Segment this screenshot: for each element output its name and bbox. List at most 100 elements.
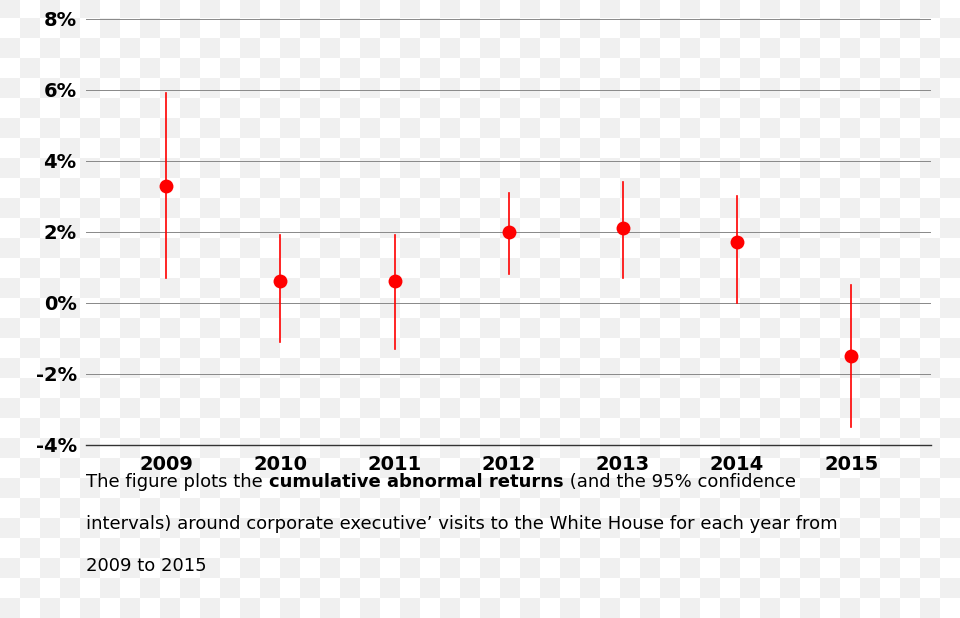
Bar <box>900 238 920 258</box>
Bar <box>740 398 760 418</box>
Bar <box>180 0 200 18</box>
Bar <box>940 118 960 138</box>
Bar <box>580 198 600 218</box>
Bar <box>540 278 560 298</box>
Bar <box>440 118 460 138</box>
Bar <box>220 258 240 278</box>
Bar <box>160 98 180 118</box>
Bar <box>840 538 860 558</box>
Bar <box>400 158 420 178</box>
Bar <box>220 518 240 538</box>
Bar <box>300 138 320 158</box>
Bar <box>160 478 180 498</box>
Bar <box>200 18 220 38</box>
Bar <box>140 458 160 478</box>
Bar <box>20 238 40 258</box>
Bar <box>940 198 960 218</box>
Bar <box>200 338 220 358</box>
Bar <box>900 238 920 258</box>
Bar <box>340 398 360 418</box>
Bar <box>820 198 840 218</box>
Bar <box>900 198 920 218</box>
Bar <box>560 18 580 38</box>
Bar <box>280 198 300 218</box>
Bar <box>800 538 820 558</box>
Bar <box>460 38 480 58</box>
Bar <box>840 578 860 598</box>
Bar <box>140 98 160 118</box>
Bar <box>620 418 640 438</box>
Bar <box>160 598 180 618</box>
Bar <box>320 238 340 258</box>
Bar <box>100 418 120 438</box>
Bar <box>820 138 840 158</box>
Bar <box>220 598 240 618</box>
Bar <box>940 158 960 178</box>
Bar <box>760 78 780 98</box>
Bar <box>240 298 260 318</box>
Bar <box>440 418 460 438</box>
Bar <box>300 278 320 298</box>
Bar <box>840 78 860 98</box>
Bar <box>60 358 80 378</box>
Bar <box>460 238 480 258</box>
Bar <box>720 318 740 338</box>
Bar <box>320 398 340 418</box>
Bar <box>920 138 940 158</box>
Bar <box>340 58 360 78</box>
Bar <box>740 318 760 338</box>
Bar <box>700 38 720 58</box>
Bar <box>800 118 820 138</box>
Bar <box>780 218 800 238</box>
Bar <box>720 138 740 158</box>
Bar <box>140 538 160 558</box>
Bar <box>420 178 440 198</box>
Bar <box>560 298 580 318</box>
Bar <box>440 98 460 118</box>
Bar <box>240 378 260 398</box>
Bar <box>160 298 180 318</box>
Bar <box>440 438 460 458</box>
Bar <box>600 78 620 98</box>
Bar <box>160 538 180 558</box>
Bar <box>580 278 600 298</box>
Bar <box>260 218 280 238</box>
Text: (and the 95% confidence: (and the 95% confidence <box>564 473 796 491</box>
Bar <box>480 458 500 478</box>
Bar <box>700 278 720 298</box>
Bar <box>840 278 860 298</box>
Bar <box>420 358 440 378</box>
Bar <box>380 38 400 58</box>
Bar <box>220 278 240 298</box>
Bar <box>540 98 560 118</box>
Bar <box>660 118 680 138</box>
Bar <box>500 378 520 398</box>
Bar <box>740 358 760 378</box>
Bar <box>440 358 460 378</box>
Bar <box>400 138 420 158</box>
Bar <box>420 378 440 398</box>
Bar <box>580 0 600 18</box>
Bar <box>500 398 520 418</box>
Bar <box>860 338 880 358</box>
Bar <box>240 498 260 518</box>
Bar <box>400 0 420 18</box>
Bar <box>700 438 720 458</box>
Bar <box>820 178 840 198</box>
Bar <box>520 278 540 298</box>
Bar <box>100 338 120 358</box>
Bar <box>860 98 880 118</box>
Bar <box>680 38 700 58</box>
Bar <box>880 458 900 478</box>
Bar <box>500 118 520 138</box>
Bar <box>680 558 700 578</box>
Bar <box>500 418 520 438</box>
Bar <box>480 258 500 278</box>
Bar <box>280 218 300 238</box>
Bar <box>620 578 640 598</box>
Bar <box>320 278 340 298</box>
Bar <box>800 198 820 218</box>
Bar <box>940 58 960 78</box>
Bar <box>520 538 540 558</box>
Bar <box>480 118 500 138</box>
